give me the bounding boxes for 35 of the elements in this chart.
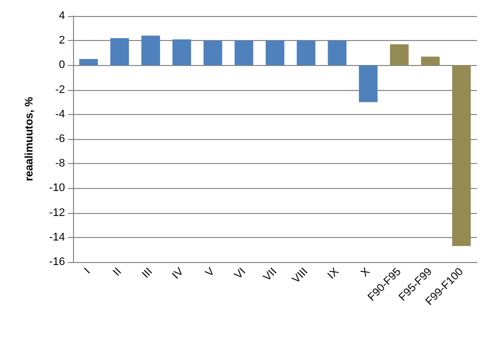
y-tick-label: -8 [55,158,65,170]
x-tick-label: III [140,266,155,281]
bar [421,56,440,66]
x-tick-label: V [203,265,218,280]
x-tick-label: VIII [290,266,310,286]
bar [172,39,192,66]
x-tick-label: I [82,266,93,276]
y-tick-label: 0 [58,59,65,72]
bar [390,44,409,66]
bar [79,59,98,66]
y-tick-label: -14 [49,231,65,244]
x-tick-label: II [111,266,124,279]
bar [328,40,346,66]
x-tick-label: VI [232,266,248,282]
bar [358,65,378,102]
y-tick-label: 4 [58,10,65,22]
x-tick-label: IX [326,265,342,282]
y-tick-label: -12 [49,206,65,219]
y-tick-label: -4 [55,108,65,120]
bar [110,38,129,66]
y-tick-label: -6 [55,133,65,145]
y-tick-label: -16 [49,256,65,268]
bar [234,40,254,66]
y-axis-title: reaalimuutos, % [24,96,36,182]
y-tick-label: -2 [55,84,65,96]
bar [296,40,316,66]
bar [452,65,471,246]
x-tick-label: IV [170,265,186,282]
y-tick-label: 2 [58,34,65,47]
bar [204,40,222,66]
x-tick-label: VII [261,266,280,284]
x-tick-label: X [358,265,373,280]
bar [266,40,284,66]
bar [141,36,160,66]
y-tick-label: -10 [49,182,65,194]
